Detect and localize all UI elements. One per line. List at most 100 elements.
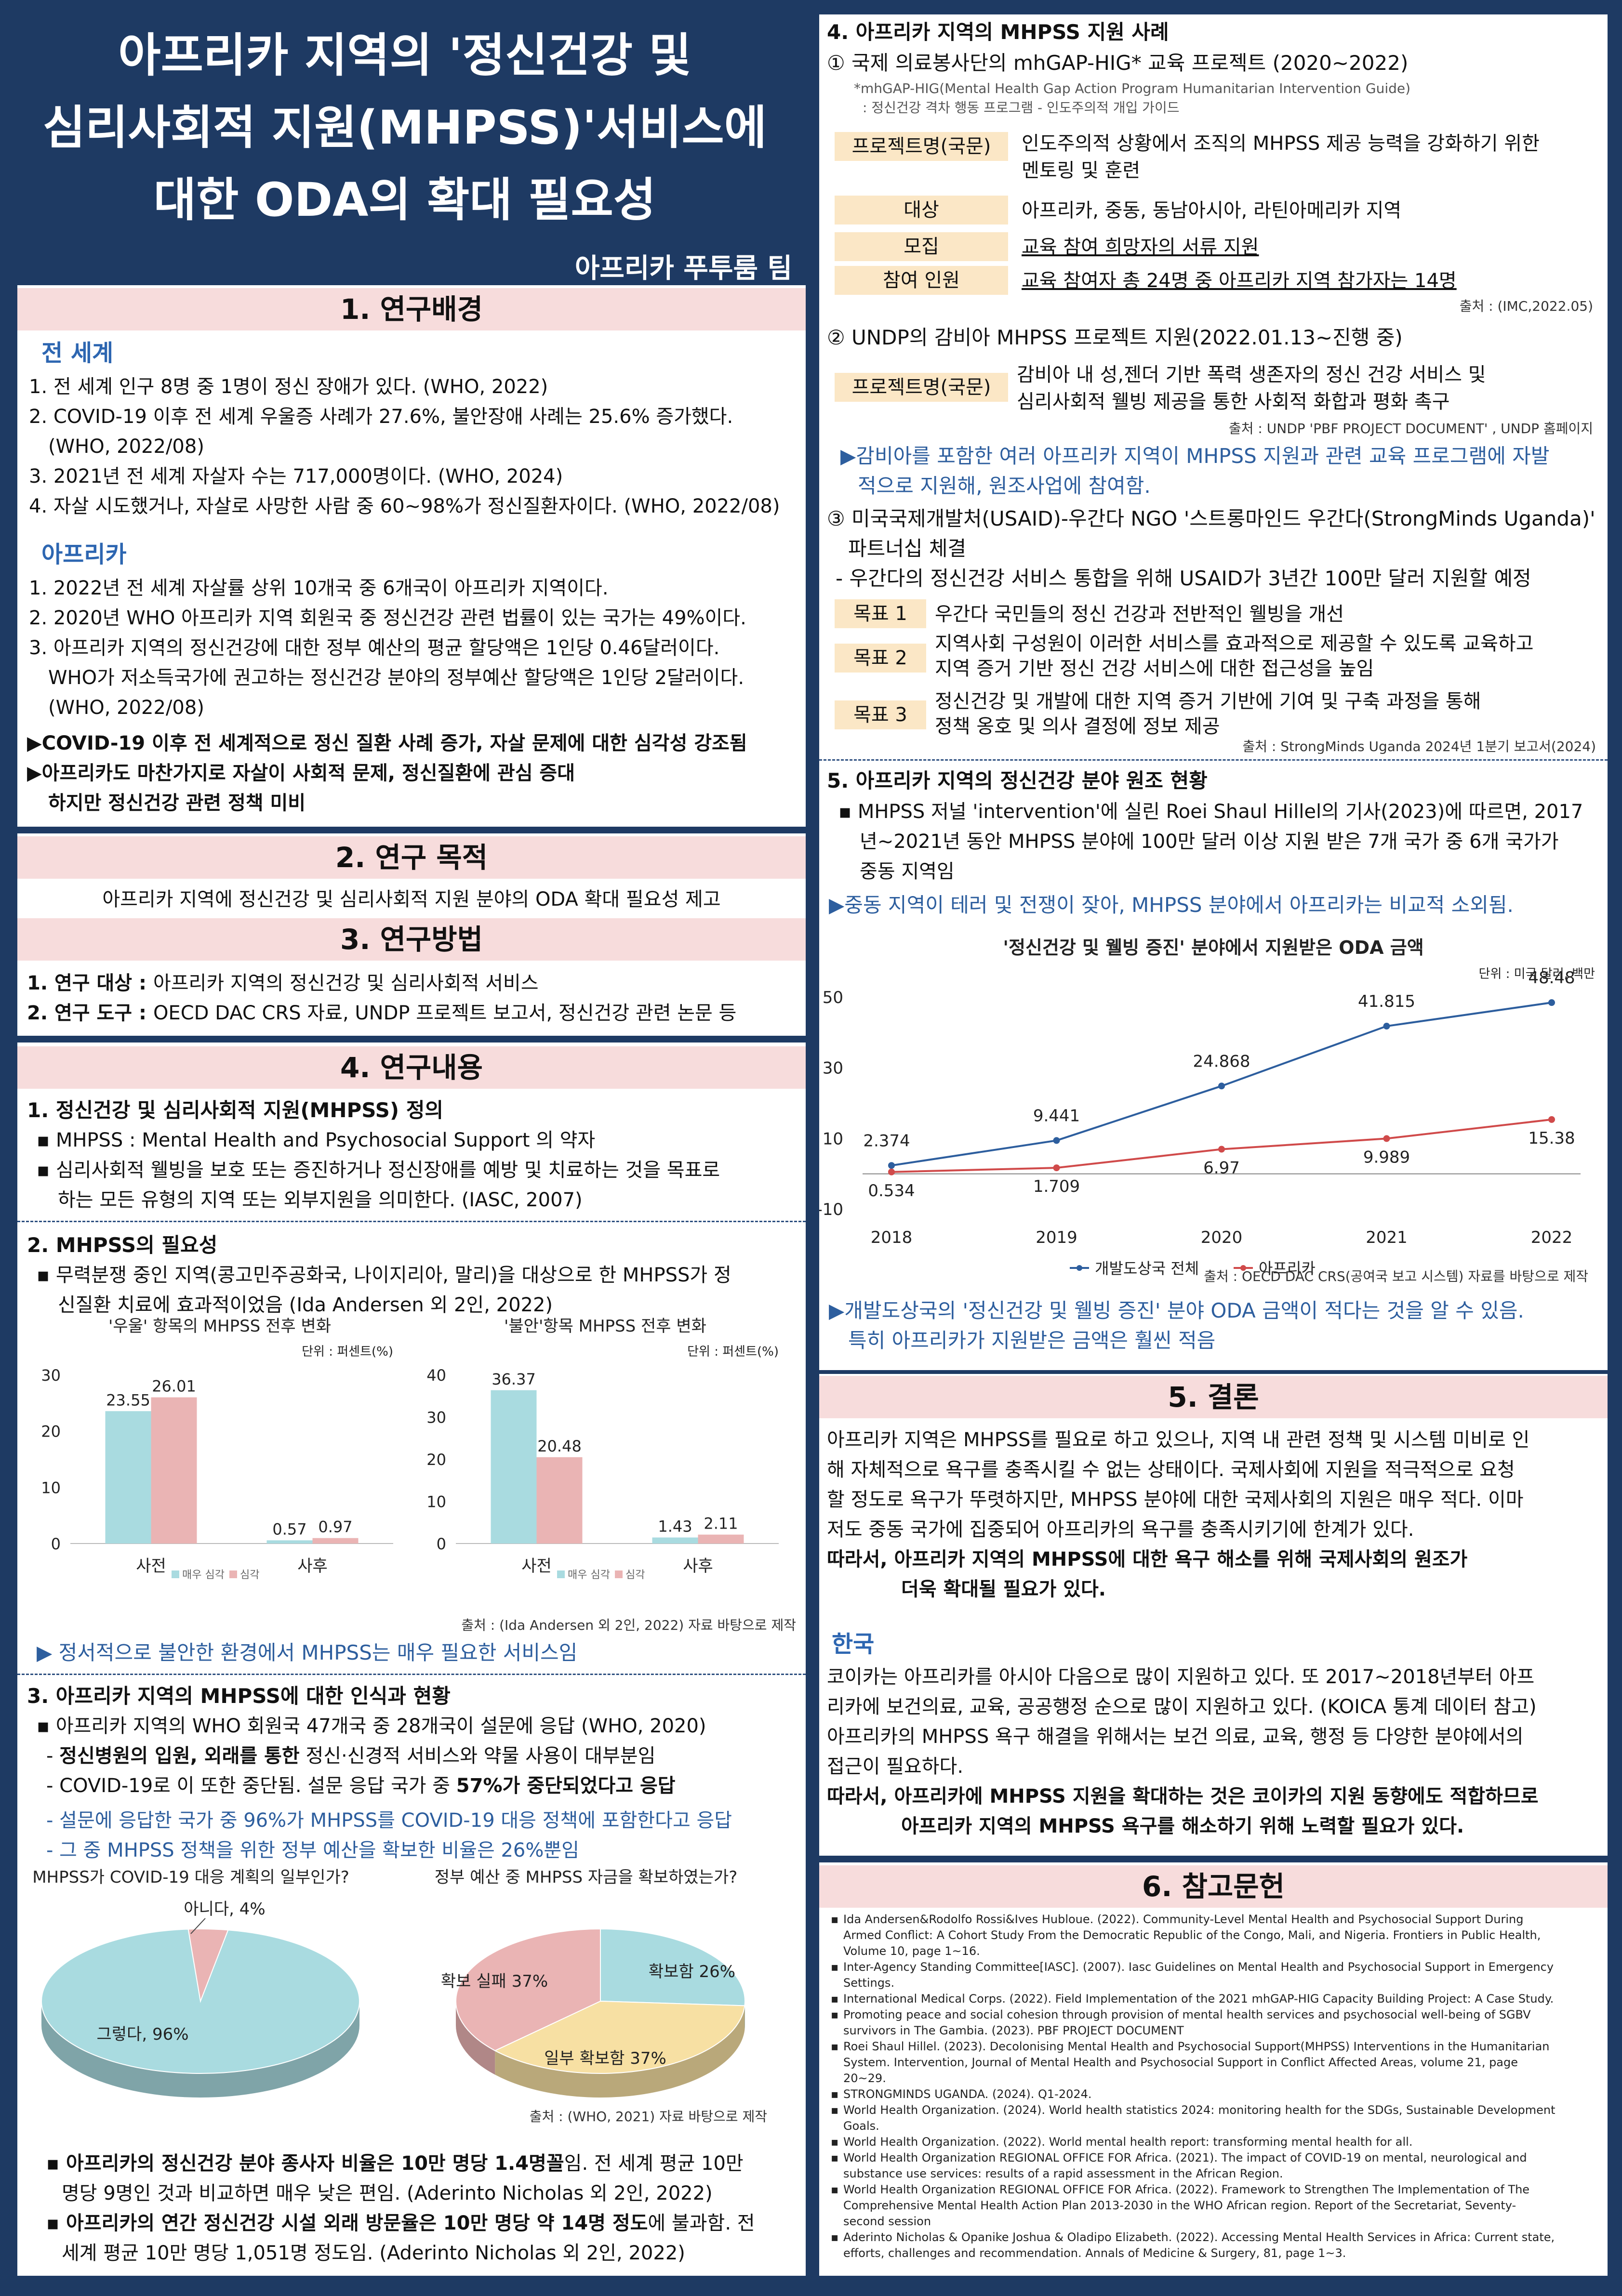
y-tick-label: -10 [819, 1200, 843, 1219]
necessity-b: 신질환 치료에 효과적이었음 (Ida Andersen 외 2인, 2022) [58, 1294, 553, 1316]
case1-label-recruit: 모집 [835, 232, 1008, 261]
conclusion-bold-2: 더욱 확대될 필요가 있다. [901, 1578, 1106, 1600]
bullet-icon: ▪ [831, 2183, 839, 2196]
case2-conclusion-1: ▶감비아를 포함한 여러 아프리카 지역이 MHPSS 지원과 관련 교육 프로… [840, 444, 1550, 468]
pie-slice [187, 1928, 229, 2003]
y-tick-label: 30 [426, 1409, 446, 1427]
goal-3-label: 목표 3 [835, 700, 926, 729]
visit-bullet-cont: 세계 평균 10만 명당 1,051명 정도임. (Aderinto Nicho… [62, 2242, 685, 2264]
visit-bullet: ▪ 아프리카의 연간 정신건강 시설 외래 방문율은 10만 명당 약 14명 … [46, 2212, 755, 2234]
data-label: 2.374 [863, 1131, 910, 1150]
y-tick-label: 50 [823, 988, 843, 1007]
bar [536, 1457, 583, 1544]
case1-source: 출처 : (IMC,2022.05) [1459, 298, 1593, 314]
bar [491, 1390, 537, 1544]
pie-slice-label: 확보 실패 37% [441, 1972, 548, 1991]
bar-value-label: 1.43 [658, 1517, 692, 1535]
definition-a: ▪ MHPSS : Mental Health and Psychosocial… [37, 1129, 596, 1151]
case3-title-1: ③ 미국국제개발처(USAID)-우간다 NGO '스트롱마인드 우간다(Str… [827, 507, 1595, 530]
y-tick-label: 30 [823, 1059, 843, 1078]
reference-text: World Health Organization REGIONAL OFFIC… [843, 2151, 1527, 2164]
bg-conclusion-2: ▶아프리카도 마찬가지로 자살이 사회적 문제, 정신질환에 관심 증대 [27, 762, 575, 784]
bar [312, 1538, 359, 1544]
korea-line-4: 접근이 필요하다. [827, 1755, 964, 1778]
reference-text: Promoting peace and social cohesion thro… [843, 2008, 1531, 2021]
case2-value-1: 감비아 내 성,젠더 기반 폭력 생존자의 정신 건강 서비스 및 [1017, 364, 1486, 386]
y-tick-label: 20 [41, 1423, 61, 1441]
workforce-bullet-cont: 명당 9명인 것과 비교하면 매우 낮은 편임. (Aderinto Nicho… [62, 2182, 713, 2204]
goal-3-text-2: 정책 옹호 및 의사 결정에 정보 제공 [935, 715, 1220, 738]
africa-label: 아프리카 [41, 541, 127, 568]
data-label: 6.97 [1203, 1159, 1240, 1178]
awareness-c: - COVID-19로 이 또한 중단됨. 설문 응답 국가 중 57%가 중단… [46, 1775, 676, 1797]
reference-line: System. Intervention, Journal of Mental … [829, 2055, 1600, 2071]
x-tick-label: 사전 [136, 1557, 166, 1576]
reference-line: Goals. [829, 2118, 1600, 2134]
world-item-4: 4. 자살 시도했거나, 자살로 사망한 사람 중 60~98%가 정신질환자이… [29, 495, 780, 517]
reference-text: survivors in The Gambia. (2023). PBF PRO… [843, 2024, 1184, 2037]
reference-line: ▪ Aderinto Nicholas & Opanike Joshua & Ol… [829, 2230, 1600, 2245]
reference-line: ▪ Inter-Agency Standing Committee[IASC]. … [829, 1959, 1600, 1975]
bullet-icon: ▪ [831, 1960, 839, 1974]
legend-swatch [172, 1570, 179, 1578]
reference-line: ▪ World Health Organization. (2024). Worl… [829, 2102, 1600, 2118]
world-item-3: 3. 2021년 전 세계 자살자 수는 717,000명이다. (WHO, 2… [29, 465, 563, 488]
data-label: 1.709 [1033, 1177, 1080, 1196]
y-tick-label: 10 [41, 1478, 61, 1497]
case1-label-name: 프로젝트명(국문) [835, 132, 1008, 161]
case1-value-participants: 교육 참여자 총 24명 중 아프리카 지역 참가자는 14명 [1022, 270, 1457, 292]
reference-text: Comprehensive Mental Health Action Plan … [843, 2199, 1516, 2212]
cases-title: 4. 아프리카 지역의 MHPSS 지원 사례 [827, 20, 1169, 44]
conclusion-line-3: 할 정도로 욕구가 뚜렷하지만, MHPSS 분야에 대한 국제사회의 지원은 … [827, 1489, 1524, 1511]
data-point [1383, 1135, 1390, 1142]
poster-title: 아프리카 지역의 '정신건강 및 심리사회적 지원(MHPSS)'서비스에 대한… [42, 28, 767, 227]
case2-conclusion-2: 적으로 지원해, 원조사업에 참여함. [858, 474, 1151, 498]
definition-title: 1. 정신건강 및 심리사회적 지원(MHPSS) 정의 [27, 1098, 443, 1122]
bar-value-label: 20.48 [537, 1437, 582, 1455]
case1-note-1: *mhGAP-HIG(Mental Health Gap Action Prog… [854, 80, 1411, 96]
bullet-icon: ▪ [831, 2087, 839, 2101]
section-6-heading: 6. 참고문헌 [819, 1865, 1608, 1908]
x-tick-label: 2020 [1201, 1228, 1243, 1247]
africa-item-3b: WHO가 저소득국가에 권고하는 정신건강 분야의 정부예산 할당액은 1인당 … [48, 667, 745, 689]
reference-text: Aderinto Nicholas & Opanike Joshua & Ola… [843, 2230, 1555, 2244]
africa-item-2: 2. 2020년 WHO 아프리카 지역 회원국 중 정신건강 관련 법률이 있… [29, 607, 746, 629]
data-point [888, 1162, 895, 1169]
conclusion-line-1: 아프리카 지역은 MHPSS를 필요로 하고 있으나, 지역 내 관련 정책 및… [827, 1429, 1530, 1451]
korea-line-1: 코이카는 아프리카를 아시아 다음으로 많이 지원하고 있다. 또 2017~2… [827, 1666, 1535, 1688]
case1-value-name-2: 멘토링 및 훈련 [1022, 159, 1141, 182]
case1-value-name: 인도주의적 상황에서 조직의 MHPSS 제공 능력을 강화하기 위한 [1022, 132, 1540, 155]
reference-text: World Health Organization. (2022). World… [843, 2135, 1413, 2149]
y-tick-label: 10 [426, 1493, 446, 1511]
workforce-bullet: ▪ 아프리카의 정신건강 분야 종사자 비율은 10만 명당 1.4명꼴임. 전… [46, 2152, 744, 2175]
reference-text: World Health Organization. (2024). World… [843, 2103, 1556, 2117]
bar [151, 1397, 197, 1544]
pie-leader-line [190, 1918, 206, 1934]
pie-slice-label: 그렇다, 96% [96, 2025, 188, 2044]
data-point [1383, 1023, 1390, 1030]
reference-text: International Medical Corps. (2022). Fie… [843, 1992, 1554, 2006]
bullet-icon: ▪ [831, 2230, 839, 2244]
bar [266, 1540, 313, 1544]
divider [17, 1221, 806, 1222]
title-block: 아프리카 지역의 '정신건강 및 심리사회적 지원(MHPSS)'서비스에 대한… [0, 0, 811, 284]
reference-line: Comprehensive Mental Health Action Plan … [829, 2198, 1600, 2214]
bullet-icon: ▪ [831, 2008, 839, 2021]
y-tick-label: 40 [426, 1366, 446, 1385]
reference-line: ▪ Roei Shaul Hillel. (2023). Decolonising… [829, 2039, 1600, 2055]
korea-label: 한국 [832, 1631, 875, 1658]
pie-source: 출처 : (WHO, 2021) 자료 바탕으로 제작 [529, 2109, 767, 2124]
case1-title: ① 국제 의료봉사단의 mhGAP-HIG* 교육 프로젝트 (2020~202… [827, 51, 1409, 75]
legend-swatch [615, 1570, 623, 1578]
bg-conclusion-1: ▶COVID-19 이후 전 세계적으로 정신 질환 사례 증가, 자살 문제에… [27, 732, 747, 754]
bar-value-label: 26.01 [152, 1377, 196, 1396]
section-4-heading: 4. 연구내용 [17, 1046, 806, 1089]
goal-2-label: 목표 2 [835, 644, 926, 673]
awareness-e: - 그 중 MHPSS 정책을 위한 정부 예산을 확보한 비율은 26%뿐임 [46, 1839, 579, 1861]
korea-bold-1: 따라서, 아프리카에 MHPSS 지원을 확대하는 것은 코이카의 지원 동향에… [827, 1785, 1539, 1808]
covid-plan-pie-chart: MHPSS가 COVID-19 대응 계획의 일부인가? 그렇다, 96% 아니다,… [32, 1868, 360, 2098]
x-tick-label: 2021 [1366, 1228, 1408, 1247]
bullet-icon: ▪ [831, 2135, 839, 2149]
line-conclusion-1: ▶개발도상국의 '정신건강 및 웰빙 증진' 분야 ODA 금액이 적다는 것을… [829, 1299, 1524, 1322]
